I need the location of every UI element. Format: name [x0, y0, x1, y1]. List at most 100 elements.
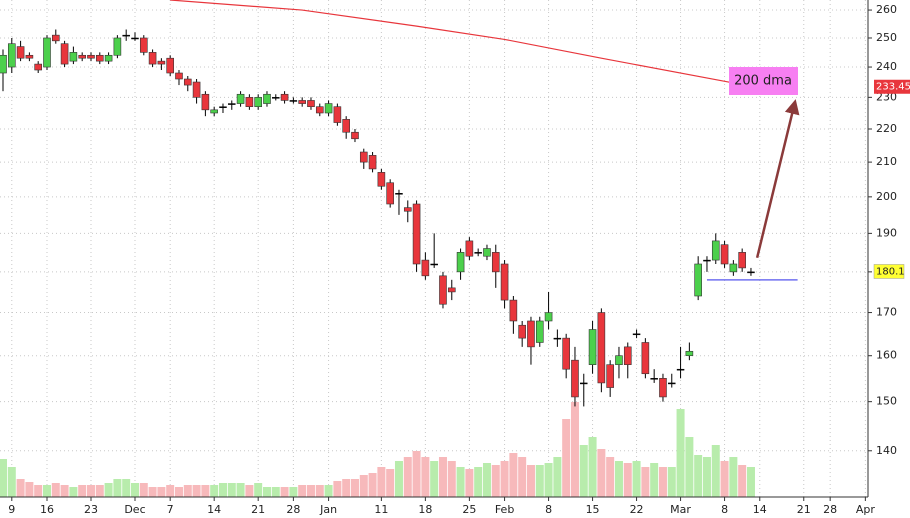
volume-bar [570, 402, 579, 497]
volume-bar [157, 487, 166, 497]
candle-body [51, 34, 60, 42]
volume-bar [139, 483, 148, 497]
candle-body [632, 333, 641, 336]
candle-body [421, 259, 430, 277]
candle-body [535, 320, 544, 343]
volume-bar [667, 467, 676, 497]
candle-body [289, 100, 298, 102]
volume-bar [113, 479, 122, 497]
candle-body [447, 287, 456, 293]
y-tick-label: 240 [876, 60, 897, 73]
candle-body [623, 346, 632, 365]
volume-bar [324, 485, 333, 497]
candle-body [219, 106, 227, 108]
candle-body [228, 103, 236, 105]
arrow [755, 99, 800, 259]
candle-body [386, 182, 394, 205]
candle-body [324, 103, 333, 114]
volume-bar [465, 469, 474, 497]
volume-bar [711, 445, 720, 497]
volume-bar [7, 467, 16, 497]
x-tick-label: 7 [167, 503, 174, 516]
x-tick-label: 14 [753, 503, 767, 516]
y-tick-label: 190 [876, 226, 897, 239]
volume-bar [104, 483, 113, 497]
dma-label: 200 dma [734, 74, 792, 89]
candle-body [166, 57, 174, 74]
y-tick-label: 250 [876, 31, 897, 44]
y-tick-label: 210 [876, 155, 897, 168]
volume-bar [553, 457, 562, 497]
candle-body [703, 259, 711, 262]
candle-body [597, 312, 606, 384]
volume-bar [78, 485, 87, 497]
volume-bar [42, 485, 51, 497]
x-tick-label: Dec [124, 503, 145, 516]
volume-bar [236, 483, 245, 497]
volume-bar [694, 455, 703, 497]
volume-bar [0, 459, 7, 497]
candle-body [280, 93, 289, 101]
volume-bar [130, 483, 139, 497]
candle-body [641, 342, 650, 375]
volume-bar [430, 461, 439, 497]
candle-body [201, 93, 210, 111]
volume-bar [201, 485, 210, 497]
y-tick-label: 140 [876, 444, 897, 457]
x-tick-label: 28 [823, 503, 837, 516]
volume-bar [306, 485, 315, 497]
candle-body [139, 37, 148, 53]
candle-body [16, 46, 25, 59]
volume-bar [359, 475, 368, 497]
volume-bar [280, 487, 289, 497]
candle-body [254, 97, 262, 107]
candle-body [95, 54, 104, 62]
volume-bar [262, 487, 271, 497]
candle-body [272, 97, 280, 99]
volume-bar [148, 487, 157, 497]
candle-body [104, 54, 113, 62]
volume-bar [500, 461, 509, 497]
candle-body [298, 100, 306, 104]
volume-bar [69, 487, 78, 497]
volume-bar [685, 437, 694, 497]
candle-body [491, 252, 500, 273]
x-tick-label: Feb [495, 503, 514, 516]
volume-bar [579, 445, 588, 497]
x-tick-label: 25 [462, 503, 476, 516]
volume-bar [16, 479, 25, 497]
candle-body [403, 207, 412, 212]
candle-body [333, 106, 342, 123]
candle-body [395, 193, 403, 195]
candle-body [34, 63, 42, 71]
x-tick-label: 23 [84, 503, 98, 516]
volume-bar [632, 461, 641, 497]
volume-bar [588, 437, 597, 497]
candle-body [615, 355, 623, 365]
candle-body [676, 368, 685, 371]
y-tick-label: 260 [876, 3, 897, 16]
volume-bar [183, 485, 192, 497]
candle-body [465, 240, 474, 257]
candle-body [562, 337, 570, 370]
candle-body [113, 37, 122, 56]
volume-bar [192, 485, 201, 497]
candle-body [60, 43, 69, 65]
volume-bar [254, 483, 263, 497]
candle-body [729, 263, 738, 273]
volume-bar [25, 482, 34, 497]
candle-body [509, 299, 518, 322]
volume-bar [491, 465, 500, 497]
volume-bar [544, 463, 553, 497]
candle-body [368, 155, 377, 170]
volume-bar [535, 465, 544, 497]
candle-body [25, 54, 34, 59]
volume-bar [729, 457, 738, 497]
candle-body [192, 81, 201, 98]
volume-bar [122, 479, 131, 497]
candle-body [351, 131, 359, 140]
volume-bar [34, 485, 43, 497]
candle-body [342, 119, 350, 133]
volume-bar [518, 457, 527, 497]
